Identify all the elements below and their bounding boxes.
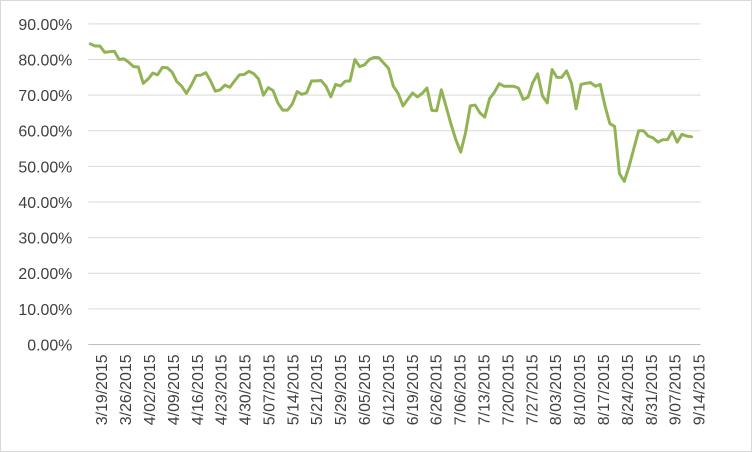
- x-tick-label: 3/19/2015: [94, 354, 111, 425]
- x-tick-label: 8/17/2015: [596, 354, 613, 425]
- x-tick-label: 4/16/2015: [190, 354, 207, 425]
- y-tick-label: 70.00%: [18, 88, 72, 105]
- x-tick-label: 8/31/2015: [644, 354, 661, 425]
- x-tick-label: 7/06/2015: [453, 354, 470, 425]
- x-tick-label: 5/14/2015: [285, 354, 302, 425]
- y-tick-label: 30.00%: [18, 231, 72, 248]
- x-tick-label: 5/29/2015: [333, 354, 350, 425]
- x-axis: 3/19/2015 3/26/2015 4/02/2015 4/09/2015 4/16…: [94, 354, 708, 425]
- series-layer: [88, 42, 694, 183]
- x-tick-label: 9/07/2015: [668, 354, 685, 425]
- x-tick-label: 6/26/2015: [429, 354, 446, 425]
- y-tick-label: 40.00%: [18, 195, 72, 212]
- y-tick-label: 0.00%: [27, 337, 72, 354]
- x-tick-label: 8/03/2015: [548, 354, 565, 425]
- x-tick-label: 6/12/2015: [381, 354, 398, 425]
- y-tick-label: 50.00%: [18, 159, 72, 176]
- y-tick-label: 60.00%: [18, 124, 72, 141]
- y-axis: 0.00% 10.00% 20.00% 30.00% 40.00% 50.00% 60.00…: [18, 17, 72, 355]
- y-tick-label: 20.00%: [18, 266, 72, 283]
- gridlines: [88, 23, 701, 345]
- x-tick-label: 5/07/2015: [261, 354, 278, 425]
- x-tick-label: 6/19/2015: [405, 354, 422, 425]
- x-tick-label: 3/26/2015: [118, 354, 135, 425]
- x-tick-label: 4/09/2015: [166, 354, 183, 425]
- y-tick-label: 90.00%: [18, 17, 72, 34]
- x-tick-label: 7/13/2015: [476, 354, 493, 425]
- x-tick-label: 4/23/2015: [214, 354, 231, 425]
- y-tick-label: 80.00%: [18, 52, 72, 69]
- x-tick-label: 7/20/2015: [500, 354, 517, 425]
- x-tick-label: 4/30/2015: [238, 354, 255, 425]
- series-line: [88, 42, 694, 183]
- x-tick-label: 4/02/2015: [142, 354, 159, 425]
- x-tick-label: 7/27/2015: [524, 354, 541, 425]
- x-tick-label: 9/14/2015: [692, 354, 709, 425]
- x-tick-label: 8/10/2015: [572, 354, 589, 425]
- x-tick-label: 5/21/2015: [309, 354, 326, 425]
- x-tick-label: 8/24/2015: [620, 354, 637, 425]
- x-tick-label: 6/05/2015: [357, 354, 374, 425]
- y-tick-label: 10.00%: [18, 302, 72, 319]
